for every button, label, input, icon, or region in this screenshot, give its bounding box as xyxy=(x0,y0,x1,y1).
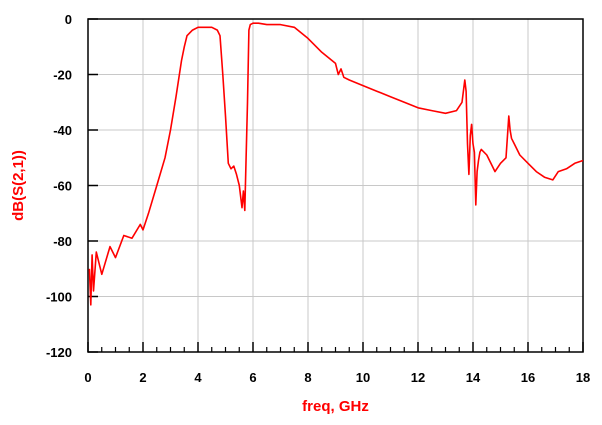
x-tick-label: 16 xyxy=(521,370,535,385)
y-axis-label: dB(S(2,1)) xyxy=(10,150,27,221)
x-axis-label: freq, GHz xyxy=(302,398,369,415)
series-line xyxy=(88,22,584,306)
x-tick-label: 2 xyxy=(139,370,146,385)
y-tick-label: -40 xyxy=(53,123,72,138)
x-tick-label: 10 xyxy=(356,370,370,385)
x-tick-label: 12 xyxy=(411,370,425,385)
x-tick-label: 18 xyxy=(576,370,590,385)
y-tick-label: 0 xyxy=(65,12,72,27)
x-tick-label: 6 xyxy=(249,370,256,385)
y-tick-label: -120 xyxy=(46,345,72,360)
x-tick-label: 0 xyxy=(84,370,91,385)
axis-ticks: 0 2 4 6 8 10 12 14 16 18 0 -20 -40 -60 -80 -100 -120 xyxy=(46,12,590,385)
grid-lines xyxy=(88,19,583,352)
y-tick-label: -80 xyxy=(53,234,72,249)
y-tick-label: -100 xyxy=(46,290,72,305)
x-tick-label: 14 xyxy=(466,370,481,385)
x-tick-label: 8 xyxy=(304,370,311,385)
x-tick-label: 4 xyxy=(194,370,202,385)
y-tick-label: -60 xyxy=(53,179,72,194)
y-tick-label: -20 xyxy=(53,68,72,83)
